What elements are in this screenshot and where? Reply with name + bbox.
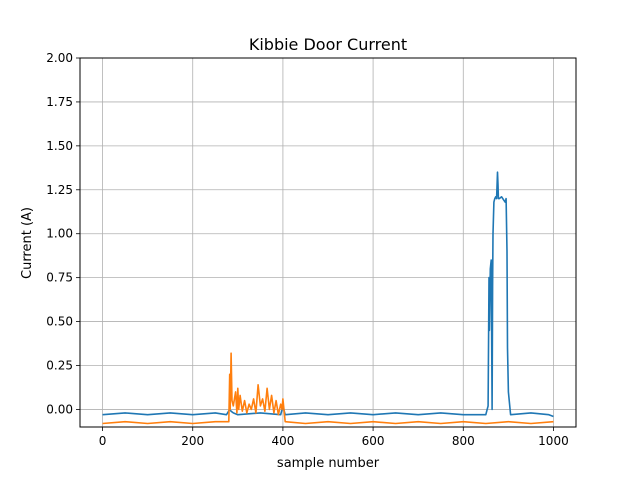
series-layer: [102, 171, 554, 425]
x-tick-label: 800: [452, 434, 475, 448]
grid: [80, 57, 576, 427]
series-line-1: [102, 171, 554, 418]
x-tick-label: 0: [99, 434, 107, 448]
x-tick-label: 600: [362, 434, 385, 448]
y-tick-label: 0.50: [46, 315, 73, 329]
x-axis: 0 200 400 600 800 1000: [99, 427, 569, 448]
y-tick-label: 1.25: [46, 183, 73, 197]
x-tick-label: 1000: [538, 434, 569, 448]
y-tick-label: 1.00: [46, 227, 73, 241]
y-tick-label: 1.50: [46, 139, 73, 153]
x-tick-label: 400: [271, 434, 294, 448]
y-axis-label: Current (A): [20, 207, 35, 279]
y-axis: 0.00 0.25 0.50 0.75 1.00 1.25 1.50 1.75 2.00: [46, 51, 80, 416]
y-tick-label: 2.00: [46, 51, 73, 65]
y-tick-label: 1.75: [46, 95, 73, 109]
chart-title: Kibbie Door Current: [249, 35, 407, 54]
y-tick-label: 0.25: [46, 359, 73, 373]
y-tick-label: 0.00: [46, 402, 73, 416]
x-axis-label: sample number: [277, 456, 380, 471]
y-tick-label: 0.75: [46, 271, 73, 285]
x-tick-label: 200: [181, 434, 204, 448]
plot-frame: [79, 57, 577, 428]
series-line-2: [102, 352, 554, 425]
